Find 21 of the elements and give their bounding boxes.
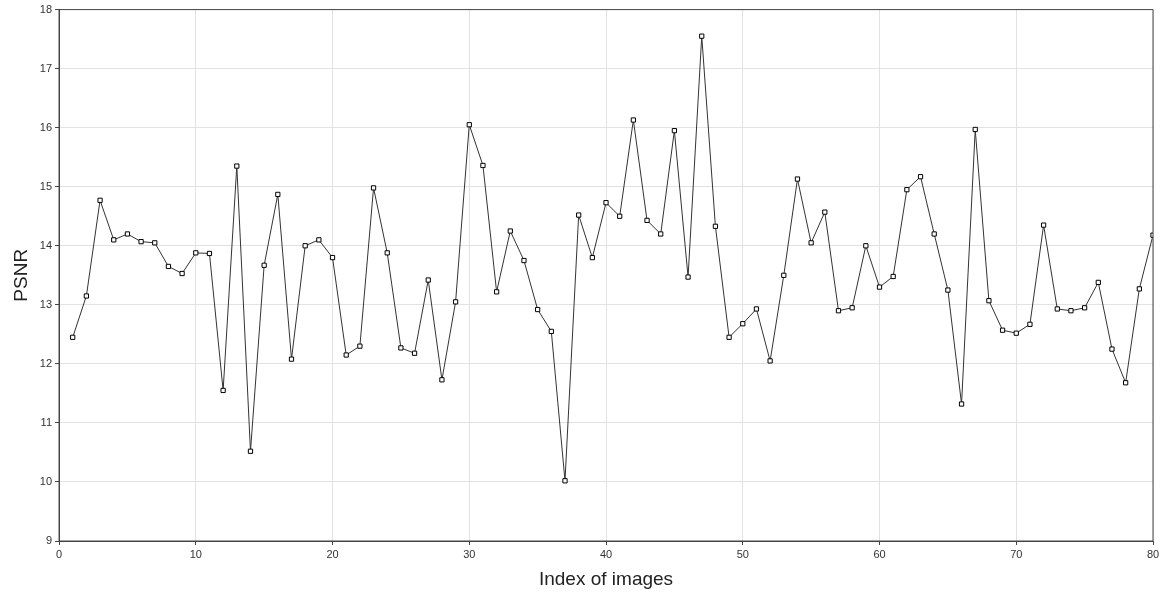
x-tick-label: 20	[326, 547, 339, 560]
y-tick-label: 18	[39, 2, 53, 15]
x-tick-label: 40	[599, 547, 613, 560]
x-tick-label: 30	[463, 547, 476, 560]
y-tick-label: 13	[39, 297, 53, 310]
y-tick-label: 9	[45, 534, 53, 547]
y-tick-label: 16	[39, 120, 53, 133]
y-tick-label: 17	[39, 61, 53, 74]
x-tick-label: 50	[736, 547, 749, 560]
y-tick-label: 11	[40, 415, 53, 428]
y-tick-label: 10	[39, 474, 53, 487]
y-axis-title: PSNR	[9, 248, 31, 302]
x-axis-title: Index of images	[538, 567, 674, 589]
x-tick-label: 60	[873, 547, 886, 560]
x-tick-label: 10	[189, 547, 202, 560]
x-tick-label: 80	[1146, 547, 1160, 560]
y-tick-label: 15	[39, 179, 53, 192]
x-tick-label: 0	[55, 547, 63, 560]
x-tick-label: 70	[1010, 547, 1023, 560]
y-tick-label: 12	[39, 356, 53, 369]
y-tick-label: 14	[39, 238, 53, 251]
